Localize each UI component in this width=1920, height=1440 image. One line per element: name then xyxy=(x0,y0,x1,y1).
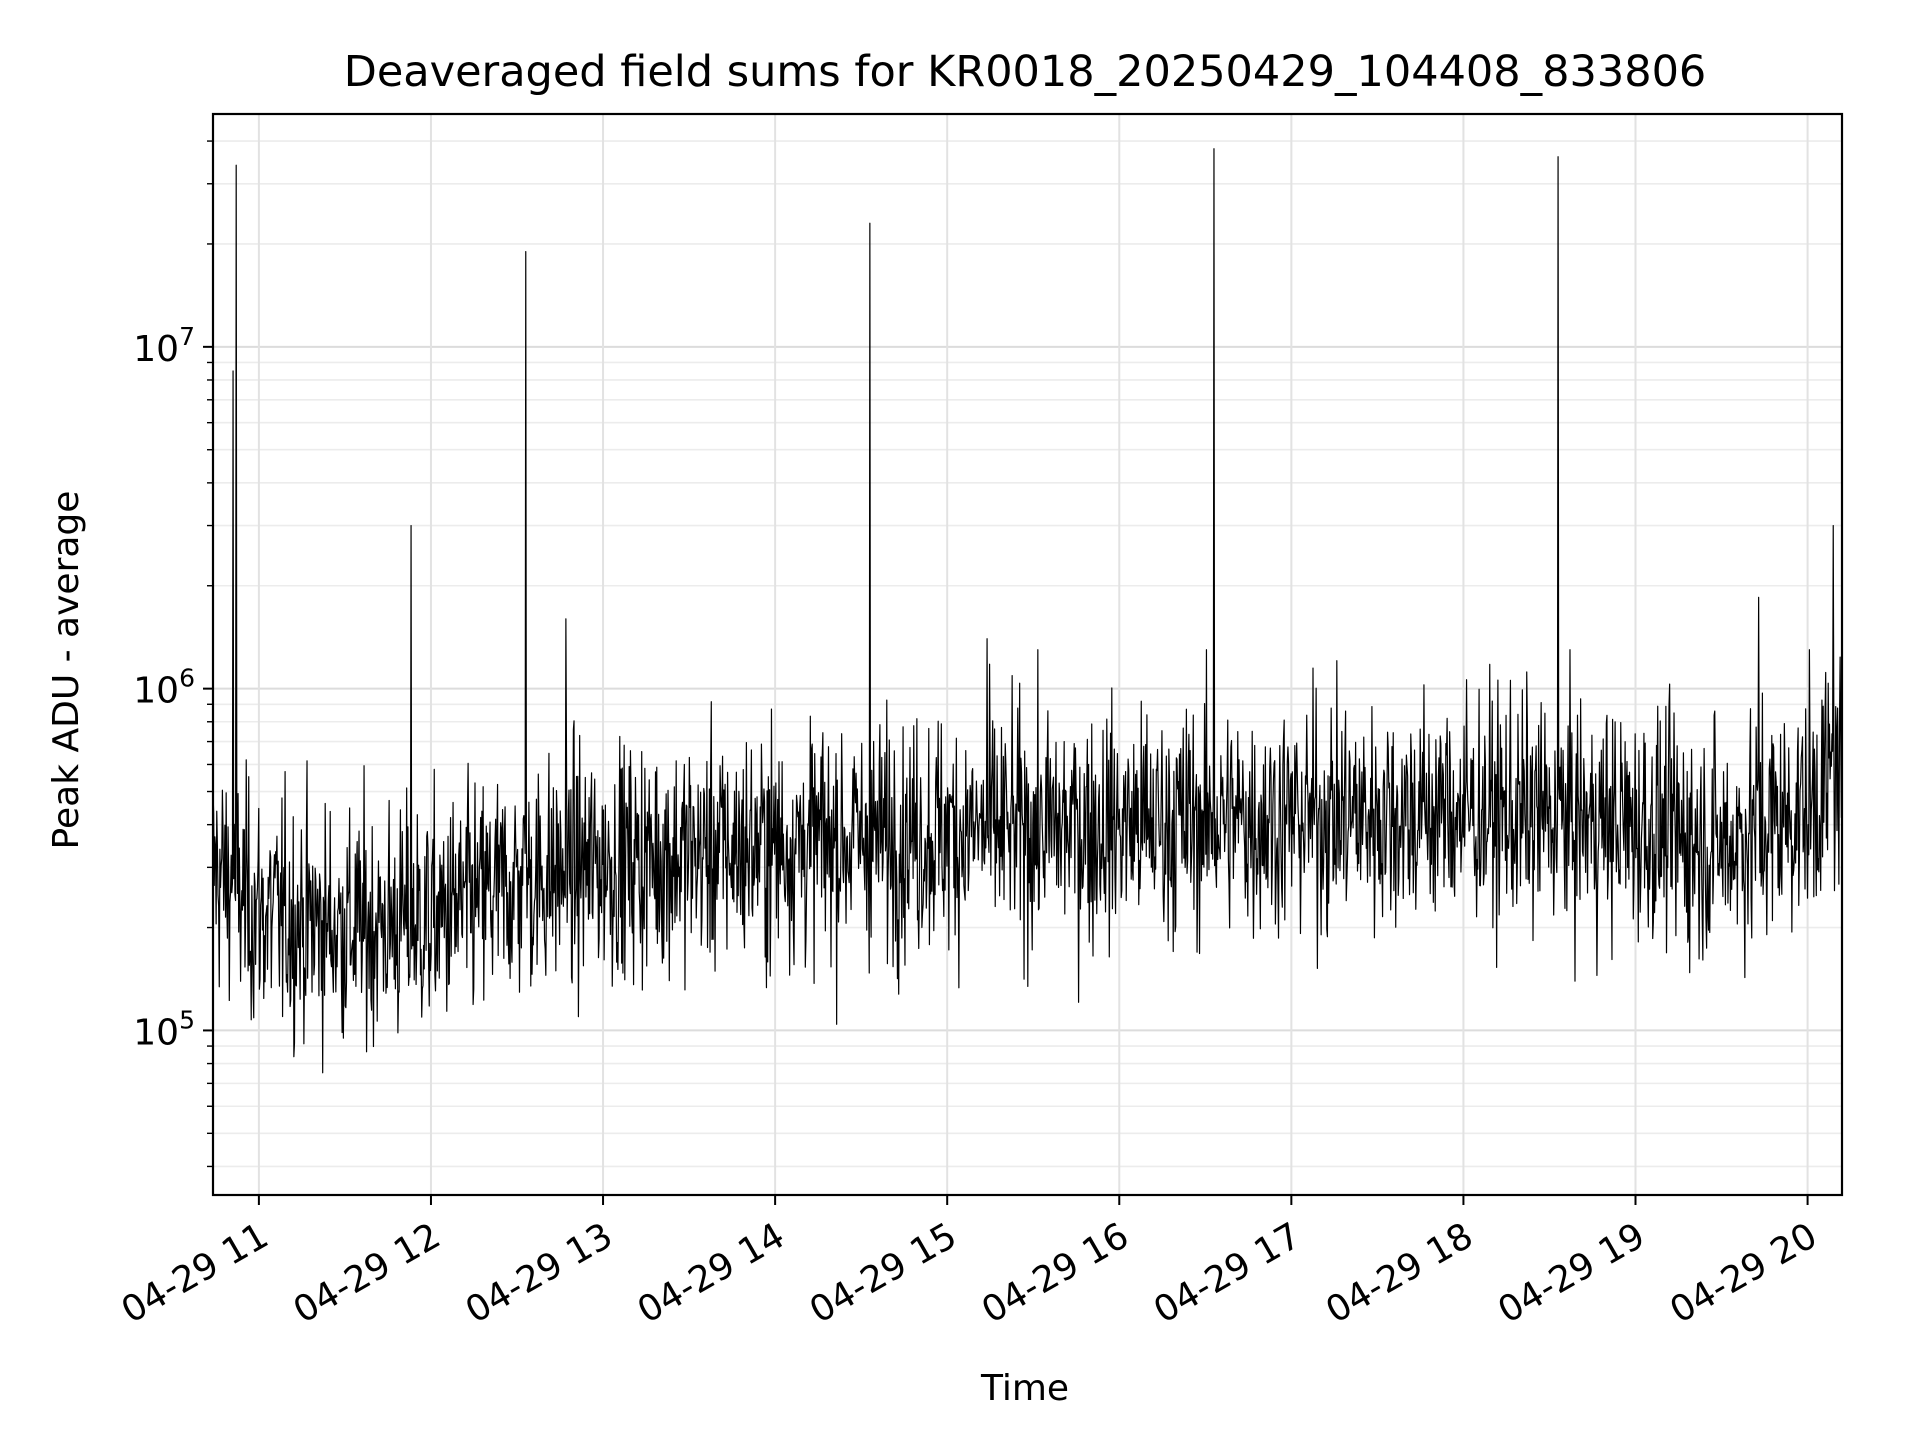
y-tick-label: 105 xyxy=(133,1005,195,1053)
plot-frame xyxy=(211,112,1844,1197)
y-tick-label: 107 xyxy=(133,322,195,370)
y-axis-label: Peak ADU - average xyxy=(46,491,87,850)
x-axis-label: Time xyxy=(980,1368,1069,1409)
series-line xyxy=(212,148,1843,1074)
series-layer xyxy=(212,148,1843,1074)
y-tick-label: 106 xyxy=(133,664,195,712)
chart-title: Deaveraged field sums for KR0018_2025042… xyxy=(344,47,1707,97)
